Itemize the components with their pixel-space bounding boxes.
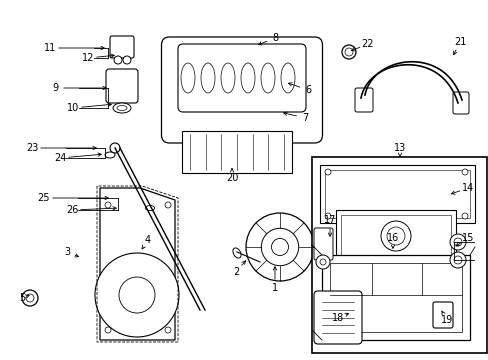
Text: 25: 25 [38,193,50,203]
Circle shape [164,327,171,333]
Ellipse shape [105,152,115,158]
Circle shape [110,143,120,153]
Circle shape [319,259,325,265]
Circle shape [325,213,330,219]
Text: 11: 11 [44,43,56,53]
FancyBboxPatch shape [106,69,138,103]
Text: 21: 21 [453,37,465,47]
Circle shape [453,256,461,264]
FancyBboxPatch shape [319,165,474,223]
FancyBboxPatch shape [432,302,452,328]
Ellipse shape [117,105,127,111]
Circle shape [453,238,461,246]
Text: 18: 18 [331,313,344,323]
FancyBboxPatch shape [321,255,469,340]
FancyBboxPatch shape [313,228,332,260]
Circle shape [95,253,179,337]
Circle shape [261,228,298,266]
Circle shape [105,202,111,208]
Ellipse shape [145,206,154,211]
Bar [311,157,486,353]
Text: 8: 8 [271,33,278,43]
FancyBboxPatch shape [110,36,134,58]
Circle shape [114,56,122,64]
Text: 15: 15 [461,233,473,243]
Circle shape [22,290,38,306]
Text: 22: 22 [361,39,373,49]
Circle shape [461,169,467,175]
FancyBboxPatch shape [313,291,361,344]
Text: 4: 4 [144,235,151,245]
Text: 17: 17 [323,215,336,225]
Circle shape [105,327,111,333]
FancyBboxPatch shape [452,92,468,114]
Circle shape [341,45,355,59]
FancyBboxPatch shape [161,37,322,143]
Text: 19: 19 [440,315,452,325]
Ellipse shape [113,103,131,113]
Circle shape [315,255,329,269]
FancyBboxPatch shape [178,44,305,112]
Circle shape [461,213,467,219]
FancyBboxPatch shape [335,210,455,262]
Ellipse shape [232,248,241,258]
Circle shape [123,56,131,64]
Text: 24: 24 [54,153,66,163]
Ellipse shape [261,63,274,93]
Text: 20: 20 [225,173,238,183]
Ellipse shape [181,63,195,93]
Text: 7: 7 [301,113,307,123]
Circle shape [164,202,171,208]
Ellipse shape [201,63,215,93]
Text: 13: 13 [393,143,406,153]
Text: 6: 6 [305,85,310,95]
Circle shape [26,294,34,302]
Text: 12: 12 [81,53,94,63]
Text: 23: 23 [26,143,38,153]
Ellipse shape [241,63,254,93]
Text: 5: 5 [19,293,25,303]
Text: 14: 14 [461,183,473,193]
FancyBboxPatch shape [182,131,291,173]
FancyBboxPatch shape [354,88,372,112]
Text: 3: 3 [64,247,70,257]
Text: 10: 10 [67,103,79,113]
Text: 26: 26 [66,205,78,215]
Text: 9: 9 [52,83,58,93]
Circle shape [119,277,155,313]
Ellipse shape [221,63,235,93]
Circle shape [271,238,288,256]
Circle shape [325,169,330,175]
Polygon shape [100,188,175,340]
Text: 1: 1 [271,283,278,293]
Text: 2: 2 [232,267,239,277]
Circle shape [245,213,313,281]
Circle shape [386,227,404,245]
Circle shape [449,234,465,250]
Circle shape [345,48,352,56]
Circle shape [449,252,465,268]
Ellipse shape [281,63,294,93]
Circle shape [380,221,410,251]
Text: 16: 16 [386,233,398,243]
